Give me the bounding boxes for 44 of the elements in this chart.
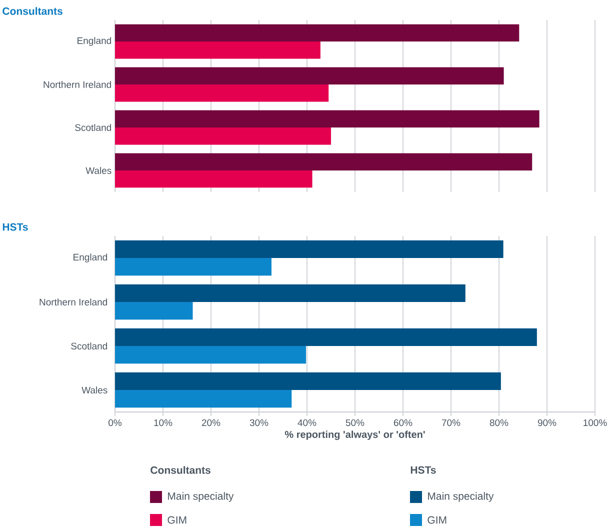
y-tick-label: Northern Ireland — [40, 298, 108, 306]
bar — [115, 372, 501, 390]
x-tick-label: 30% — [250, 419, 268, 426]
legend-label: GIM — [428, 516, 446, 524]
x-tick-label: 80% — [490, 419, 508, 426]
y-tick-label: England — [74, 254, 108, 262]
legend-label: Main specialty — [428, 492, 494, 502]
bar — [115, 170, 312, 188]
y-tick-label: Wales — [82, 386, 108, 394]
bar — [115, 84, 329, 102]
bar — [115, 127, 331, 145]
y-tick-label: Scotland — [71, 342, 108, 350]
bar — [115, 24, 520, 42]
x-tick-label: 70% — [442, 419, 460, 426]
x-tick-label: 90% — [538, 419, 556, 426]
legend-label: GIM — [168, 516, 186, 524]
bar — [115, 302, 193, 320]
x-tick-label: 60% — [394, 419, 412, 426]
bar — [115, 240, 504, 258]
bar — [115, 41, 320, 59]
x-tick-label: 50% — [346, 419, 364, 426]
x-tick-label: 100% — [584, 419, 607, 426]
legend-title: Consultants — [150, 466, 210, 474]
y-tick-label: Wales — [86, 167, 112, 174]
y-tick-label: Northern Ireland — [44, 81, 112, 88]
bar — [115, 67, 504, 84]
bar — [115, 110, 540, 128]
bar — [115, 258, 272, 276]
x-tick-label: 10% — [154, 419, 172, 426]
x-tick-label: 20% — [202, 419, 220, 426]
x-tick-label: 40% — [298, 419, 316, 426]
legend-label: Main specialty — [168, 492, 234, 502]
x-axis-title: % reporting 'always' or 'often' — [284, 430, 425, 440]
x-tick-label: 0% — [108, 419, 122, 426]
chart-title: Consultants — [2, 7, 62, 15]
bar — [115, 153, 532, 170]
bar — [115, 284, 466, 302]
bar — [115, 328, 537, 346]
y-tick-label: Scotland — [75, 124, 112, 131]
bar — [115, 346, 306, 364]
y-tick-label: England — [78, 37, 112, 46]
legend-title: HSTs — [410, 466, 436, 474]
bar — [115, 390, 292, 408]
text: HSTs — [2, 223, 28, 231]
